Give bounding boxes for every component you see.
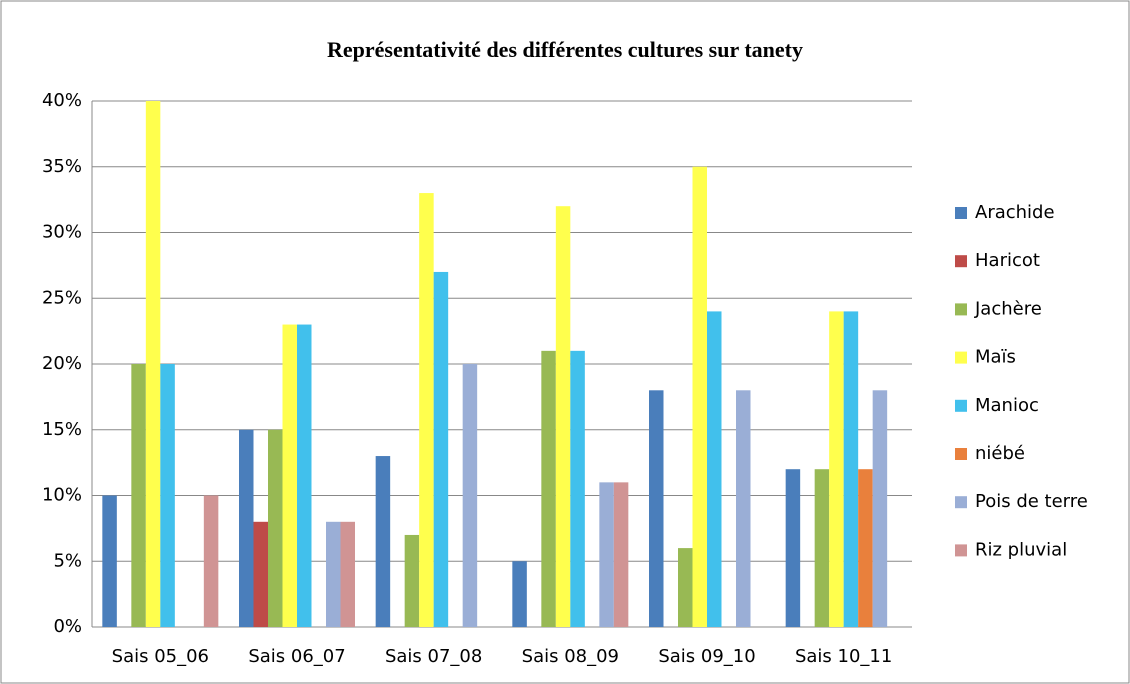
- bar: [282, 324, 297, 627]
- bar: [375, 456, 391, 627]
- legend-swatch: [955, 255, 967, 268]
- bar: [814, 469, 830, 627]
- x-tick-label: Sais 06_07: [248, 646, 345, 667]
- bar: [555, 206, 571, 627]
- x-tick-label: Sais 10_11: [795, 646, 892, 667]
- bar: [253, 521, 268, 627]
- bar: [160, 364, 175, 627]
- bar: [419, 193, 434, 628]
- legend-swatch: [955, 448, 967, 460]
- bar: [145, 101, 161, 627]
- legend-label: Jachère: [974, 298, 1042, 319]
- bar: [512, 561, 527, 627]
- legend-label: Riz pluvial: [975, 539, 1067, 560]
- bar: [433, 271, 449, 627]
- y-tick-label: 10%: [42, 485, 82, 506]
- legend-label: Haricot: [975, 250, 1040, 271]
- y-tick-label: 35%: [42, 156, 82, 177]
- legend-swatch: [955, 496, 967, 509]
- y-tick-label: 40%: [42, 90, 82, 111]
- bar: [649, 390, 664, 627]
- bar: [102, 495, 117, 627]
- y-tick-label: 5%: [53, 550, 82, 571]
- legend-swatch: [955, 207, 967, 219]
- y-tick-label: 25%: [42, 287, 82, 308]
- y-tick-label: 0%: [53, 616, 82, 637]
- legend-swatch: [955, 544, 967, 557]
- x-tick-label: Sais 09_10: [658, 646, 755, 667]
- bar: [872, 390, 888, 627]
- bar: [599, 482, 614, 627]
- bar: [203, 495, 219, 627]
- bar: [613, 482, 629, 627]
- x-tick-label: Sais 05_06: [112, 646, 209, 667]
- bar: [707, 311, 722, 627]
- chart-title: Représentativité des différentes culture…: [327, 37, 803, 62]
- y-tick-label: 15%: [42, 419, 82, 440]
- legend-label: Manioc: [975, 395, 1039, 416]
- bar: [541, 350, 556, 627]
- bar: [843, 311, 859, 627]
- bar: [297, 324, 312, 627]
- legend-swatch: [955, 399, 967, 412]
- bar: [736, 390, 751, 627]
- bar: [340, 521, 355, 627]
- bar: [404, 534, 420, 627]
- x-tick-label: Sais 07_08: [385, 646, 482, 667]
- bar: [326, 521, 341, 627]
- y-tick-label: 30%: [42, 222, 82, 243]
- legend-label: Arachide: [975, 202, 1055, 223]
- bar: [858, 469, 873, 627]
- legend-label: niébé: [975, 443, 1025, 464]
- legend-label: Pois de terre: [975, 491, 1088, 512]
- bar: [570, 350, 585, 627]
- legend-swatch: [955, 351, 967, 364]
- legend-label: Maïs: [975, 347, 1016, 368]
- bar: [678, 548, 693, 627]
- bar: [268, 429, 283, 627]
- bar: [785, 469, 801, 627]
- y-tick-label: 20%: [42, 353, 82, 374]
- bar: [692, 166, 707, 627]
- bar: [131, 364, 146, 627]
- bar: [239, 429, 254, 627]
- legend-swatch: [955, 303, 967, 316]
- bar: [462, 364, 478, 627]
- bar: [829, 311, 844, 627]
- x-tick-label: Sais 08_09: [522, 646, 619, 667]
